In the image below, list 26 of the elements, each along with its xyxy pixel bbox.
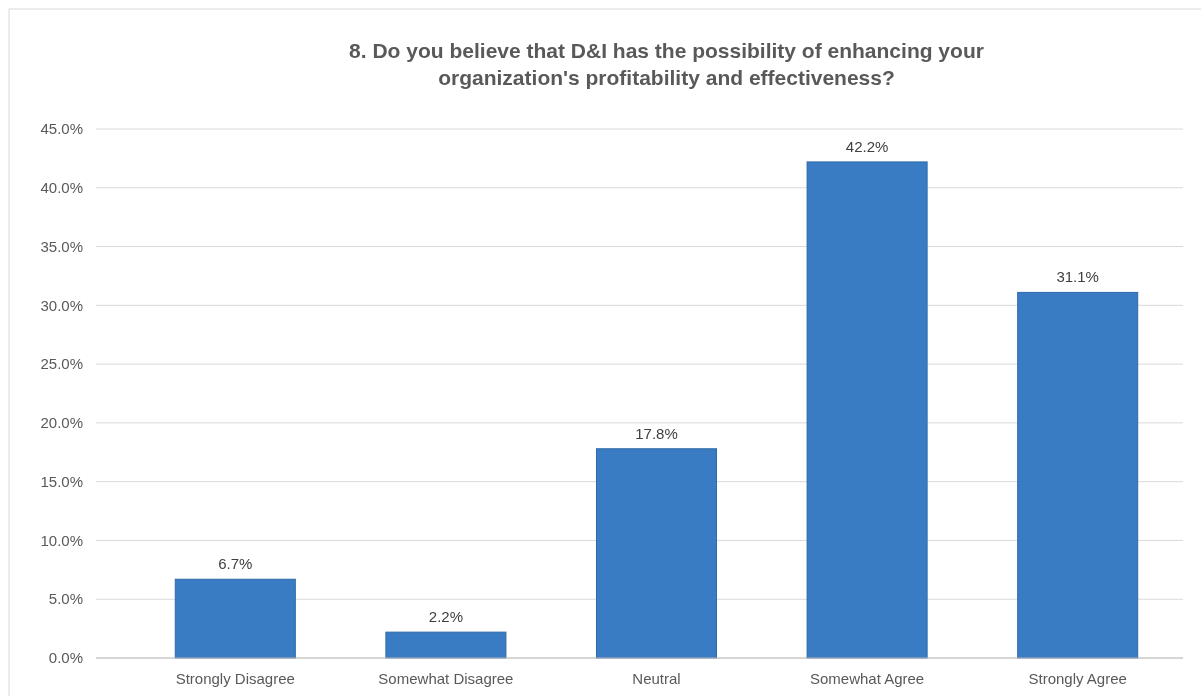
data-label: 2.2% [428, 608, 463, 626]
y-tick-label: 10.0% [40, 531, 83, 549]
y-tick-label: 25.0% [40, 355, 83, 373]
bar [595, 448, 718, 659]
y-tick-label: 5.0% [48, 590, 83, 608]
y-tick-label: 45.0% [40, 120, 83, 138]
bar [385, 631, 507, 659]
data-label: 6.7% [218, 555, 253, 573]
x-tick-label: Somewhat Disagree [378, 670, 514, 687]
x-tick-label: Neutral [632, 670, 681, 687]
bar [1017, 291, 1139, 659]
x-tick-label: Somewhat Agree [809, 670, 925, 687]
x-tick-label: Strongly Agree [1028, 670, 1127, 687]
bar [174, 578, 296, 659]
data-label: 17.8% [635, 424, 678, 442]
data-label: 31.1% [1056, 268, 1099, 286]
y-tick-label: 30.0% [40, 296, 83, 314]
chart-title: 8. Do you believe that D&I has the possibility of enhancing your organization's profitability and effectiveness? [349, 39, 984, 89]
y-tick-label: 35.0% [40, 237, 83, 255]
data-label: 42.2% [845, 137, 889, 155]
y-tick-label: 0.0% [48, 649, 83, 667]
x-tick-label: Strongly Disagree [175, 670, 295, 687]
y-tick-label: 20.0% [40, 414, 83, 432]
y-tick-label: 40.0% [40, 179, 83, 197]
y-tick-label: 15.0% [40, 472, 83, 490]
bar [806, 161, 928, 659]
